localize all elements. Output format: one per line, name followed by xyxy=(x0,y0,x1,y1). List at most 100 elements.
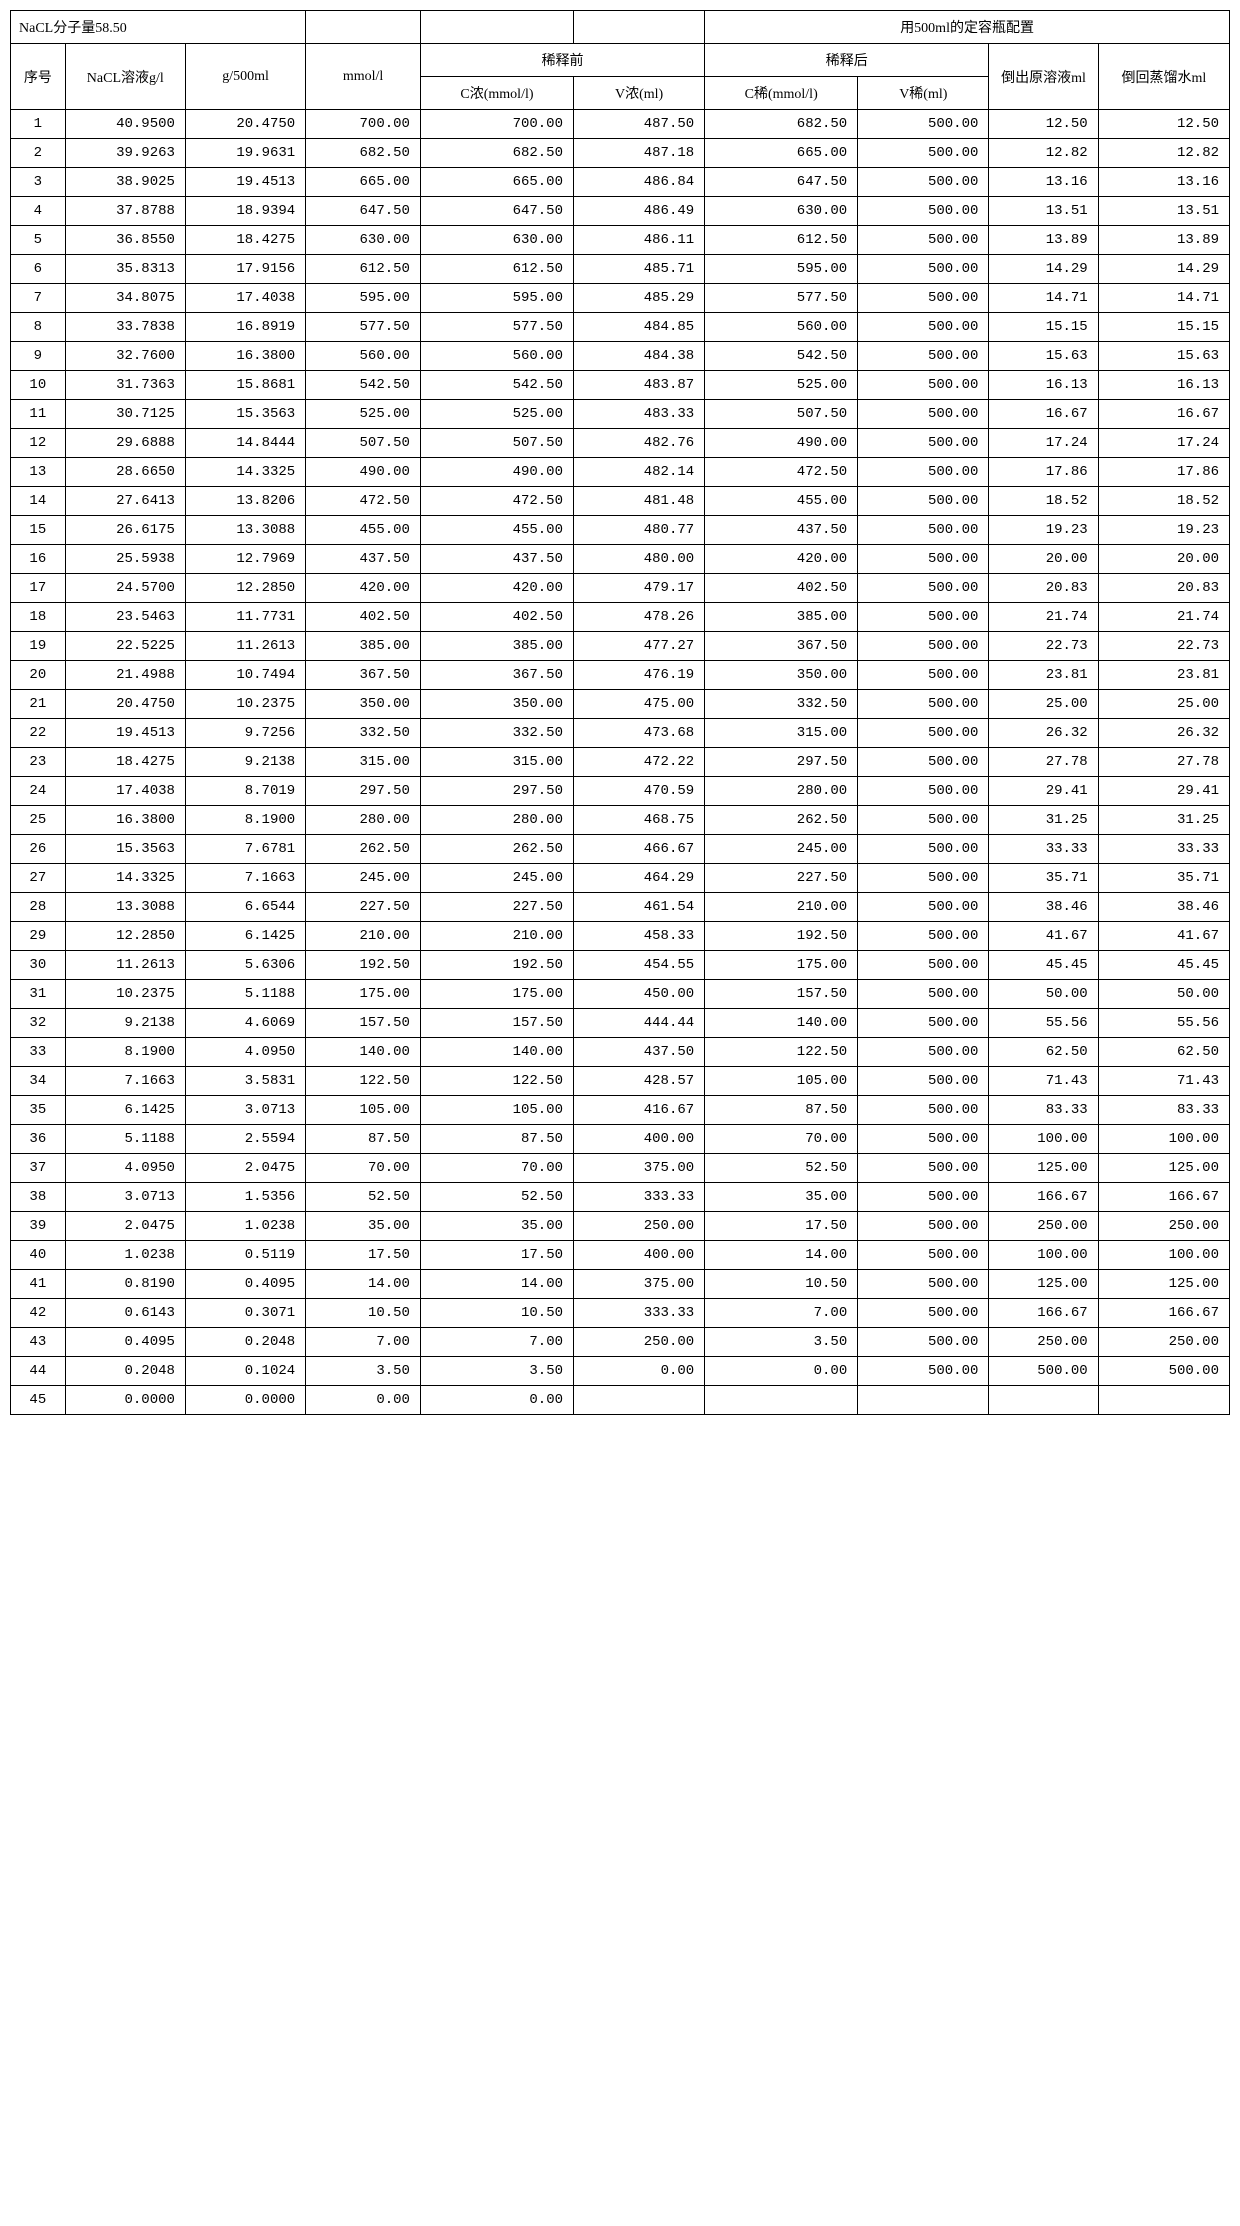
cell-index: 10 xyxy=(11,371,66,400)
cell-value: 500.00 xyxy=(858,1270,989,1299)
table-row: 2021.498810.7494367.50367.50476.19350.00… xyxy=(11,661,1230,690)
cell-value: 420.00 xyxy=(306,574,421,603)
cell-value: 5.1188 xyxy=(65,1125,185,1154)
table-row: 365.11882.559487.5087.50400.0070.00500.0… xyxy=(11,1125,1230,1154)
cell-value: 0.3071 xyxy=(185,1299,305,1328)
cell-value: 5.1188 xyxy=(185,980,305,1009)
cell-value: 14.00 xyxy=(306,1270,421,1299)
table-row: 1229.688814.8444507.50507.50482.76490.00… xyxy=(11,429,1230,458)
cell-value: 157.50 xyxy=(705,980,858,1009)
cell-value: 577.50 xyxy=(306,313,421,342)
cell-value: 487.18 xyxy=(574,139,705,168)
cell-value: 35.8313 xyxy=(65,255,185,284)
cell-value: 3.0713 xyxy=(185,1096,305,1125)
cell-value: 9.7256 xyxy=(185,719,305,748)
cell-value: 87.50 xyxy=(306,1125,421,1154)
cell-value: 20.4750 xyxy=(65,690,185,719)
cell-value: 245.00 xyxy=(420,864,573,893)
table-row: 2912.28506.1425210.00210.00458.33192.505… xyxy=(11,922,1230,951)
cell-value: 45.45 xyxy=(989,951,1098,980)
cell-value: 665.00 xyxy=(306,168,421,197)
cell-value: 466.67 xyxy=(574,835,705,864)
table-row: 410.81900.409514.0014.00375.0010.50500.0… xyxy=(11,1270,1230,1299)
table-row: 1922.522511.2613385.00385.00477.27367.50… xyxy=(11,632,1230,661)
cell-value: 14.00 xyxy=(705,1241,858,1270)
cell-index: 21 xyxy=(11,690,66,719)
cell-value: 16.8919 xyxy=(185,313,305,342)
cell-value: 3.5831 xyxy=(185,1067,305,1096)
cell-value: 437.50 xyxy=(306,545,421,574)
cell-value: 105.00 xyxy=(705,1067,858,1096)
cell-index: 43 xyxy=(11,1328,66,1357)
cell-value: 20.83 xyxy=(989,574,1098,603)
cell-value: 16.3800 xyxy=(185,342,305,371)
cell-value: 630.00 xyxy=(705,197,858,226)
cell-value: 250.00 xyxy=(989,1212,1098,1241)
cell-value: 250.00 xyxy=(574,1328,705,1357)
cell-value: 15.8681 xyxy=(185,371,305,400)
cell-value: 250.00 xyxy=(989,1328,1098,1357)
cell-value: 500.00 xyxy=(858,313,989,342)
table-row: 392.04751.023835.0035.00250.0017.50500.0… xyxy=(11,1212,1230,1241)
cell-value: 6.6544 xyxy=(185,893,305,922)
cell-value: 477.27 xyxy=(574,632,705,661)
cell-value: 17.4038 xyxy=(65,777,185,806)
cell-value: 23.81 xyxy=(1098,661,1229,690)
cell-value xyxy=(858,1386,989,1415)
cell-value: 665.00 xyxy=(420,168,573,197)
cell-value: 367.50 xyxy=(420,661,573,690)
cell-value: 1.0238 xyxy=(65,1241,185,1270)
cell-value: 500.00 xyxy=(858,545,989,574)
cell-value: 35.00 xyxy=(705,1183,858,1212)
cell-value: 375.00 xyxy=(574,1270,705,1299)
cell-value: 166.67 xyxy=(989,1183,1098,1212)
cell-value: 500.00 xyxy=(858,1096,989,1125)
cell-value: 1.5356 xyxy=(185,1183,305,1212)
cell-value: 2.0475 xyxy=(185,1154,305,1183)
table-row: 3110.23755.1188175.00175.00450.00157.505… xyxy=(11,980,1230,1009)
cell-value: 250.00 xyxy=(1098,1212,1229,1241)
cell-index: 24 xyxy=(11,777,66,806)
cell-value: 157.50 xyxy=(306,1009,421,1038)
cell-value: 385.00 xyxy=(705,603,858,632)
cell-value: 385.00 xyxy=(420,632,573,661)
cell-value: 0.4095 xyxy=(65,1328,185,1357)
cell-value: 70.00 xyxy=(306,1154,421,1183)
cell-value: 560.00 xyxy=(420,342,573,371)
cell-value: 0.2048 xyxy=(185,1328,305,1357)
header-blank-1 xyxy=(306,11,421,44)
cell-value: 13.3088 xyxy=(185,516,305,545)
cell-value: 332.50 xyxy=(420,719,573,748)
cell-value: 19.23 xyxy=(989,516,1098,545)
cell-value: 455.00 xyxy=(705,487,858,516)
cell-value: 31.25 xyxy=(1098,806,1229,835)
cell-value: 500.00 xyxy=(858,1212,989,1241)
cell-value: 8.1900 xyxy=(185,806,305,835)
table-row: 338.19004.0950140.00140.00437.50122.5050… xyxy=(11,1038,1230,1067)
cell-value: 31.25 xyxy=(989,806,1098,835)
cell-value: 125.00 xyxy=(989,1154,1098,1183)
cell-value: 3.0713 xyxy=(65,1183,185,1212)
cell-value: 100.00 xyxy=(989,1125,1098,1154)
cell-value: 52.50 xyxy=(420,1183,573,1212)
cell-value: 8.1900 xyxy=(65,1038,185,1067)
cell-index: 8 xyxy=(11,313,66,342)
cell-value: 20.00 xyxy=(989,545,1098,574)
cell-value: 17.86 xyxy=(1098,458,1229,487)
cell-value: 0.1024 xyxy=(185,1357,305,1386)
cell-index: 26 xyxy=(11,835,66,864)
cell-value: 525.00 xyxy=(705,371,858,400)
cell-index: 6 xyxy=(11,255,66,284)
cell-value: 10.50 xyxy=(420,1299,573,1328)
table-row: 1724.570012.2850420.00420.00479.17402.50… xyxy=(11,574,1230,603)
cell-value: 630.00 xyxy=(420,226,573,255)
cell-value: 210.00 xyxy=(306,922,421,951)
cell-value: 37.8788 xyxy=(65,197,185,226)
cell-value: 20.00 xyxy=(1098,545,1229,574)
cell-value: 525.00 xyxy=(306,400,421,429)
cell-value: 500.00 xyxy=(858,1125,989,1154)
col-g500: g/500ml xyxy=(185,44,305,110)
cell-index: 31 xyxy=(11,980,66,1009)
cell-value: 16.67 xyxy=(989,400,1098,429)
cell-value: 16.13 xyxy=(989,371,1098,400)
